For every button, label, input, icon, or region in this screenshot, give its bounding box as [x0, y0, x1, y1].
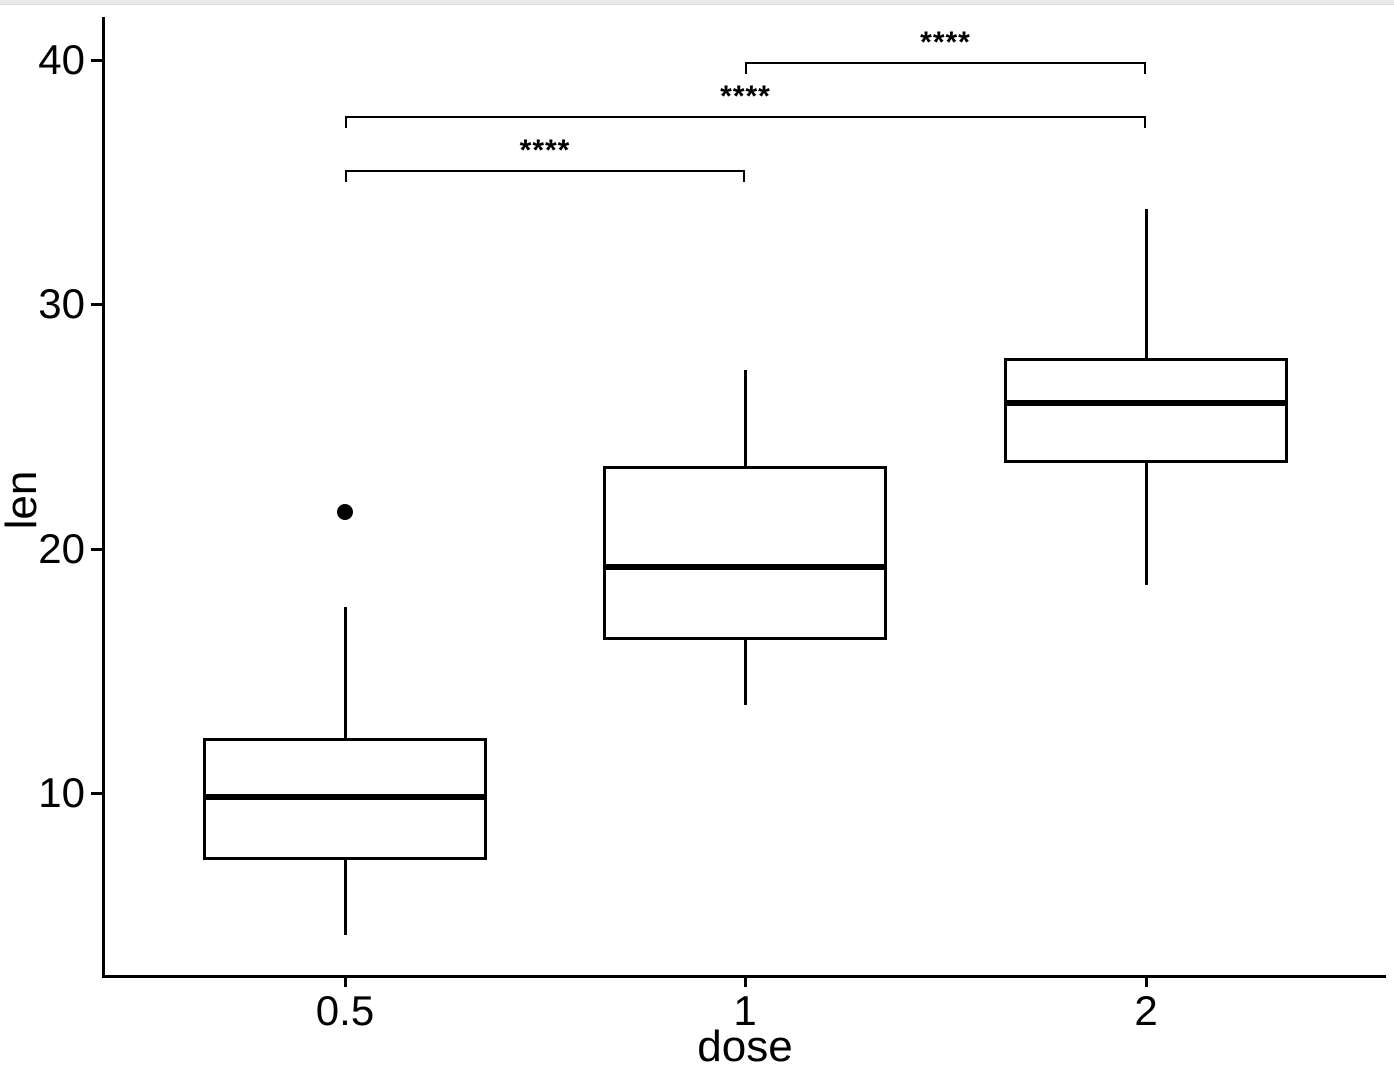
- x-axis-tick: [744, 978, 747, 987]
- significance-bracket-tick-right: [743, 170, 745, 182]
- significance-bracket-line: [345, 116, 1146, 118]
- whisker-upper: [1145, 209, 1148, 359]
- whisker-lower: [744, 640, 747, 706]
- y-tick-label: 20: [38, 524, 85, 572]
- median-line: [603, 563, 887, 570]
- whisker-upper: [344, 607, 347, 738]
- x-tick-label: 1: [733, 987, 757, 1034]
- y-axis-title: len: [0, 470, 46, 530]
- x-axis-tick: [344, 978, 347, 987]
- y-axis-tick: [91, 792, 102, 795]
- median-line: [1004, 400, 1288, 407]
- y-tick-label: 30: [38, 280, 85, 328]
- significance-label: ****: [519, 134, 571, 167]
- significance-bracket-tick-right: [1144, 62, 1146, 74]
- y-axis-tick: [91, 547, 102, 551]
- whisker-upper: [744, 370, 747, 466]
- y-axis-tick: [91, 59, 102, 62]
- outlier-point: [337, 504, 353, 521]
- significance-bracket-tick-right: [1144, 116, 1146, 128]
- median-line: [203, 793, 487, 800]
- significance-bracket-tick-left: [345, 170, 347, 182]
- window-top-strip: [0, 0, 1394, 5]
- x-tick-label: 2: [1134, 987, 1158, 1034]
- y-axis-line: [102, 17, 105, 978]
- whisker-lower: [344, 860, 347, 935]
- significance-bracket-tick-left: [745, 62, 747, 74]
- whisker-lower: [1145, 463, 1148, 586]
- significance-bracket-line: [345, 170, 745, 172]
- y-axis-tick: [91, 303, 102, 307]
- y-tick-label: 10: [38, 769, 85, 816]
- x-tick-label: 0.5: [315, 987, 375, 1034]
- y-tick-label: 40: [38, 36, 85, 83]
- significance-label: ****: [920, 26, 971, 59]
- x-axis-tick: [1145, 978, 1148, 987]
- significance-label: ****: [720, 80, 771, 113]
- boxplot-box: [603, 465, 887, 641]
- x-axis-line: [102, 975, 1386, 978]
- x-axis-title: dose: [697, 1022, 793, 1068]
- significance-bracket-tick-left: [345, 116, 347, 128]
- boxplot-box: [1004, 358, 1288, 464]
- significance-bracket-line: [745, 62, 1146, 64]
